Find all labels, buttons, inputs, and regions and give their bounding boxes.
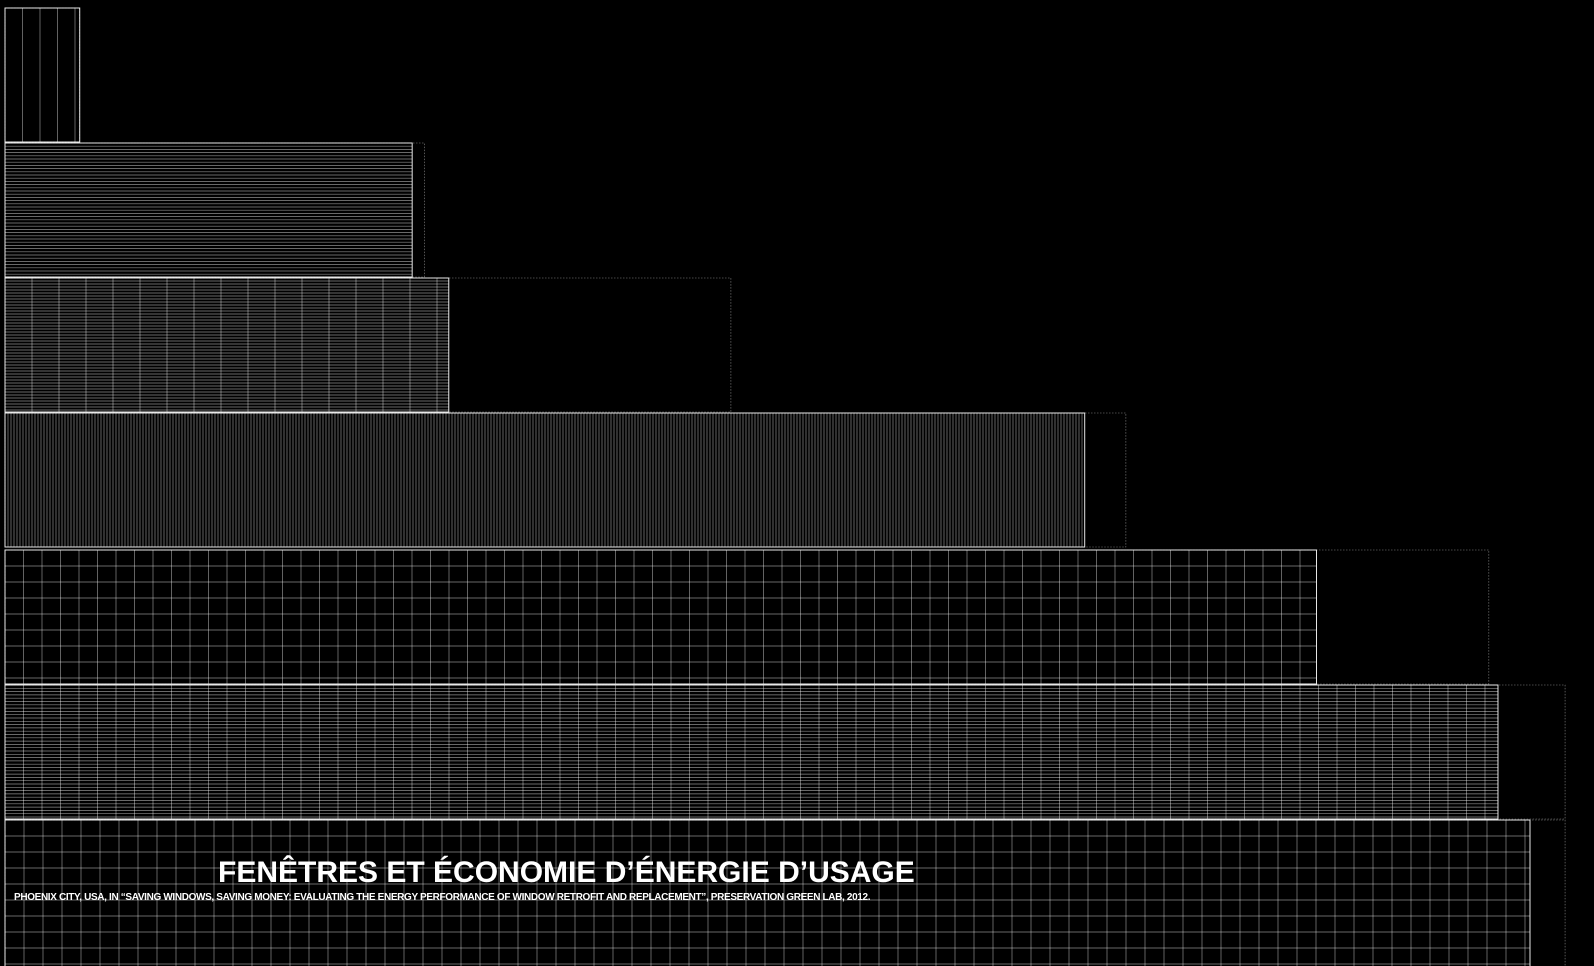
bar-hatch-4	[7, 413, 1083, 547]
bar-hatch-2	[5, 145, 413, 275]
bar-series2-2	[4, 142, 425, 278]
bar-series1-5	[4, 549, 1317, 685]
bar-hatch-1	[22, 8, 76, 142]
bar-row-2	[4, 142, 425, 278]
bar-row-4	[4, 412, 1127, 548]
bar-series2-4	[4, 412, 1127, 548]
chart-title: FENÊTRES ET ÉCONOMIE D’ÉNERGIE D’USAGE	[218, 856, 915, 889]
bar-row-1	[4, 7, 81, 143]
bar-row-7	[4, 819, 1566, 966]
bar-hatch-7	[5, 820, 1530, 966]
bar-series2-1	[4, 7, 81, 143]
bar-hatch-3	[5, 278, 449, 412]
bar-series2-6	[4, 684, 1566, 820]
bar-hatch-5	[5, 550, 1317, 684]
bar-series1-1	[4, 7, 81, 143]
bar-series2-3	[4, 277, 732, 413]
bar-series2-7	[4, 819, 1566, 966]
bar-series1-3	[4, 277, 450, 413]
bar-row-6	[4, 684, 1566, 820]
bar-row-3	[4, 277, 732, 413]
chart-subtitle: PHOENIX CITY, USA, IN “SAVING WINDOWS, S…	[14, 892, 871, 903]
bar-series2-5	[4, 549, 1490, 685]
bar-hatch-6	[5, 685, 1498, 819]
bar-row-5	[4, 549, 1490, 685]
